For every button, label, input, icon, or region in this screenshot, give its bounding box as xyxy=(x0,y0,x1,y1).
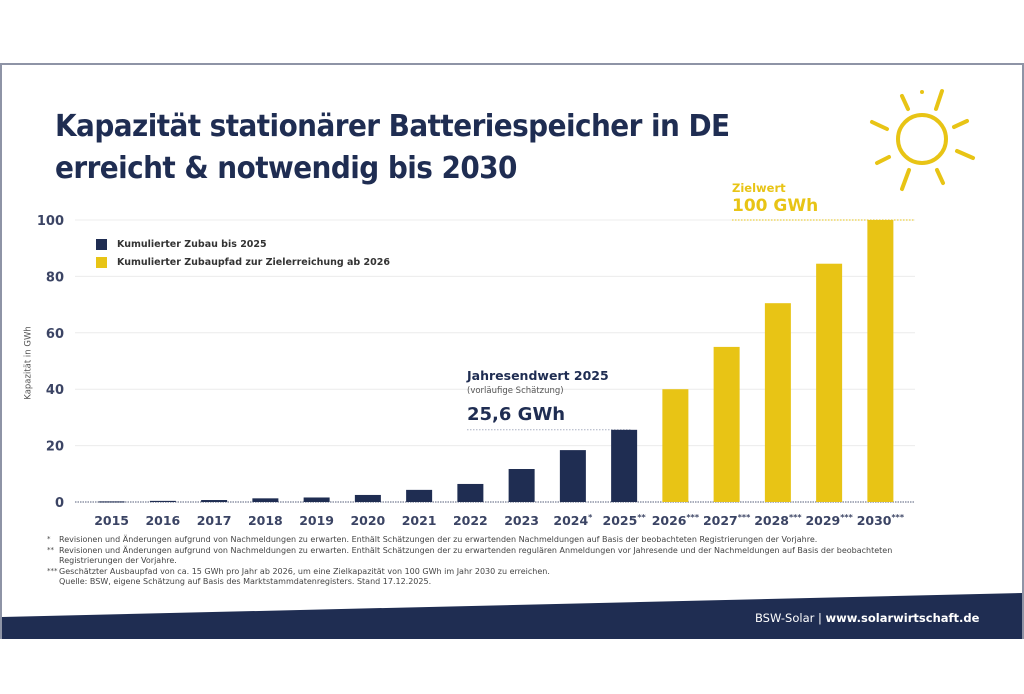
x-tick-label: 2016 xyxy=(145,513,180,528)
y-tick-label: 0 xyxy=(55,496,64,511)
legend-label: Kumulierter Zubau bis 2025 xyxy=(117,238,267,250)
bar-built-2016 xyxy=(149,500,176,502)
x-tick-label: 2026*** xyxy=(652,513,700,528)
bar-built-2021 xyxy=(406,489,433,502)
bar-target-2029 xyxy=(816,263,843,502)
brand-name: BSW-Solar xyxy=(755,611,815,625)
bar-built-2018 xyxy=(252,498,279,502)
sun-icon xyxy=(870,89,975,191)
footnotes: * Revisionen und Änderungen aufgrund von … xyxy=(47,535,949,588)
target-annotation-title: Zielwert xyxy=(732,181,786,195)
legend-swatch-yellow xyxy=(96,256,107,268)
footer-brand: BSW-Solar | www.solarwirtschaft.de xyxy=(755,611,980,625)
website-link[interactable]: www.solarwirtschaft.de xyxy=(825,611,980,625)
x-tick-label: 2029*** xyxy=(805,513,853,528)
bar-target-2027 xyxy=(713,346,740,502)
infographic-frame xyxy=(0,63,1024,639)
y-axis-label: Kapazität in GWh xyxy=(23,326,34,400)
bar-built-2024 xyxy=(559,450,586,502)
legend-label: Kumulierter Zubaupfad zur Zielerreichung… xyxy=(117,256,390,268)
legend-swatch-navy xyxy=(96,238,107,250)
bar-built-2019 xyxy=(303,497,330,502)
y-tick-label: 40 xyxy=(46,383,64,398)
legend-item-target-path: Kumulierter Zubaupfad zur Zielerreichung… xyxy=(96,253,390,271)
title-line-1: Kapazität stationärer Batteriespeicher i… xyxy=(55,109,730,144)
y-tick-label: 80 xyxy=(46,270,64,285)
target-annotation-value: 100 GWh xyxy=(732,196,819,216)
bar-built-2020 xyxy=(354,494,381,502)
footnote: * Revisionen und Änderungen aufgrund von … xyxy=(47,535,818,544)
x-tick-label: 2028*** xyxy=(754,513,802,528)
bar-target-2030 xyxy=(867,220,894,502)
x-tick-label: 2017 xyxy=(197,513,232,528)
page-title: Kapazität stationärer Batteriespeicher i… xyxy=(55,106,730,190)
x-tick-label: 2027*** xyxy=(703,513,751,528)
footnote: *** Geschätzter Ausbaupfad von ca. 15 GWh… xyxy=(47,566,550,576)
x-tick-label: 2025** xyxy=(603,513,647,528)
bar-built-2015 xyxy=(98,501,125,503)
bar-target-2028 xyxy=(764,303,791,502)
x-tick-label: 2022 xyxy=(453,513,488,528)
x-tick-label: 2023 xyxy=(504,513,539,528)
x-tick-label: 2020 xyxy=(350,513,385,528)
title-line-2: erreicht & notwendig bis 2030 xyxy=(55,151,517,186)
year-end-annotation-title: Jahresendwert 2025 xyxy=(467,368,609,383)
y-tick-label: 100 xyxy=(37,214,64,229)
y-tick-label: 20 xyxy=(46,440,64,455)
x-tick-label: 2015 xyxy=(94,513,129,528)
x-tick-label: 2021 xyxy=(402,513,437,528)
x-tick-label: 2019 xyxy=(299,513,334,528)
bar-built-2023 xyxy=(508,469,535,502)
legend-item-built: Kumulierter Zubau bis 2025 xyxy=(96,235,390,253)
year-end-annotation-subtitle: (vorläufige Schätzung) xyxy=(467,386,564,396)
footnote: ** Revisionen und Änderungen aufgrund von… xyxy=(47,545,893,566)
bar-target-2026 xyxy=(662,389,689,502)
y-tick-label: 60 xyxy=(46,327,64,342)
x-tick-label: 2030*** xyxy=(857,513,905,528)
x-tick-label: 2018 xyxy=(248,513,283,528)
bar-built-2022 xyxy=(457,483,484,502)
legend: Kumulierter Zubau bis 2025 Kumulierter Z… xyxy=(96,235,390,271)
year-end-annotation-value: 25,6 GWh xyxy=(467,404,566,425)
source-note: Quelle: BSW, eigene Schätzung auf Basis … xyxy=(59,577,432,587)
x-tick-label: 2024* xyxy=(553,513,593,528)
bar-built-2017 xyxy=(201,500,228,502)
bar-built-2025 xyxy=(611,429,638,502)
